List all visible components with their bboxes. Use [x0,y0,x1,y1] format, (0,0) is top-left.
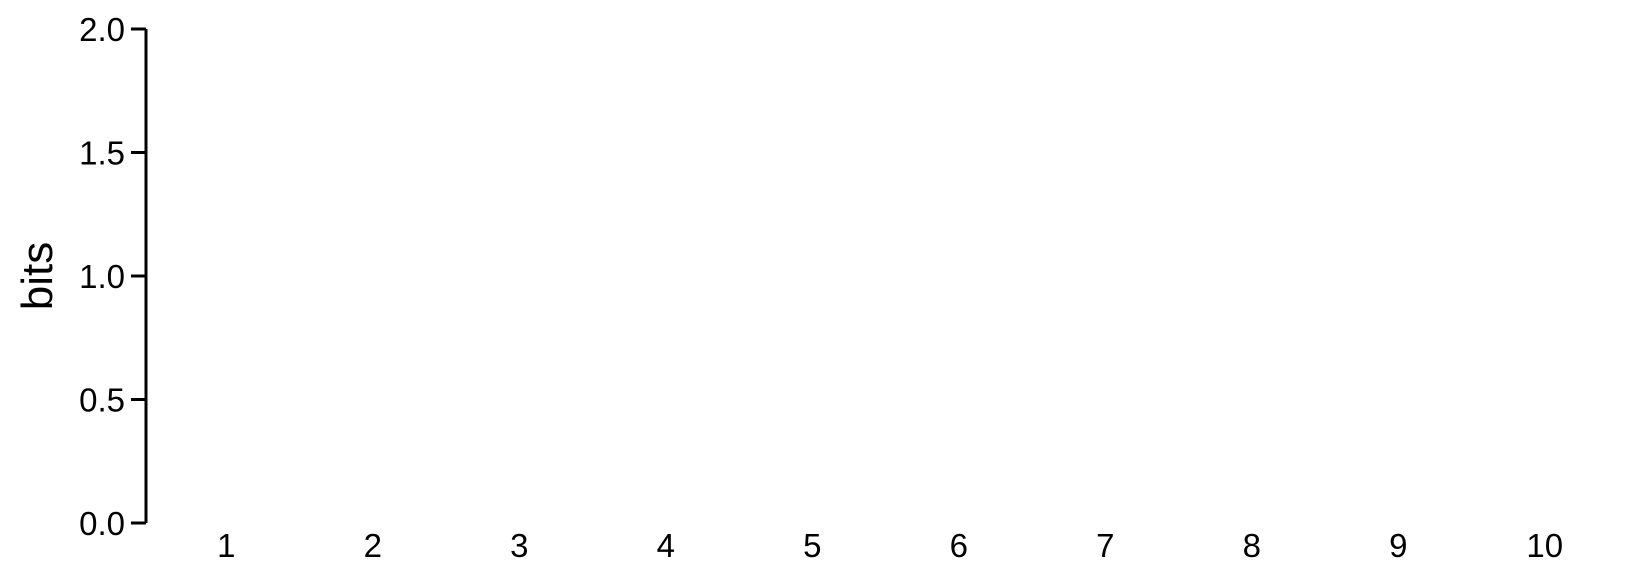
y-tick-label: 0.5 [79,382,125,419]
x-tick-label: 1 [217,527,235,564]
y-axis-title: bits [13,242,62,310]
x-tick-label: 3 [510,527,528,564]
y-ticks: 0.0 0.5 1.0 1.5 2.0 [79,11,146,542]
x-tick-labels: 1 2 3 4 5 6 7 8 9 10 [217,527,1563,564]
x-tick-label: 8 [1243,527,1261,564]
x-tick-label: 10 [1526,527,1563,564]
x-tick-label: 5 [803,527,821,564]
x-tick-label: 2 [364,527,382,564]
x-tick-label: 6 [950,527,968,564]
x-tick-label: 4 [657,527,675,564]
x-tick-label: 9 [1389,527,1407,564]
y-tick-label: 1.5 [79,135,125,172]
x-tick-label: 7 [1096,527,1114,564]
y-tick-label: 0.0 [79,505,125,542]
y-tick-label: 1.0 [79,258,125,295]
y-tick-label: 2.0 [79,11,125,48]
